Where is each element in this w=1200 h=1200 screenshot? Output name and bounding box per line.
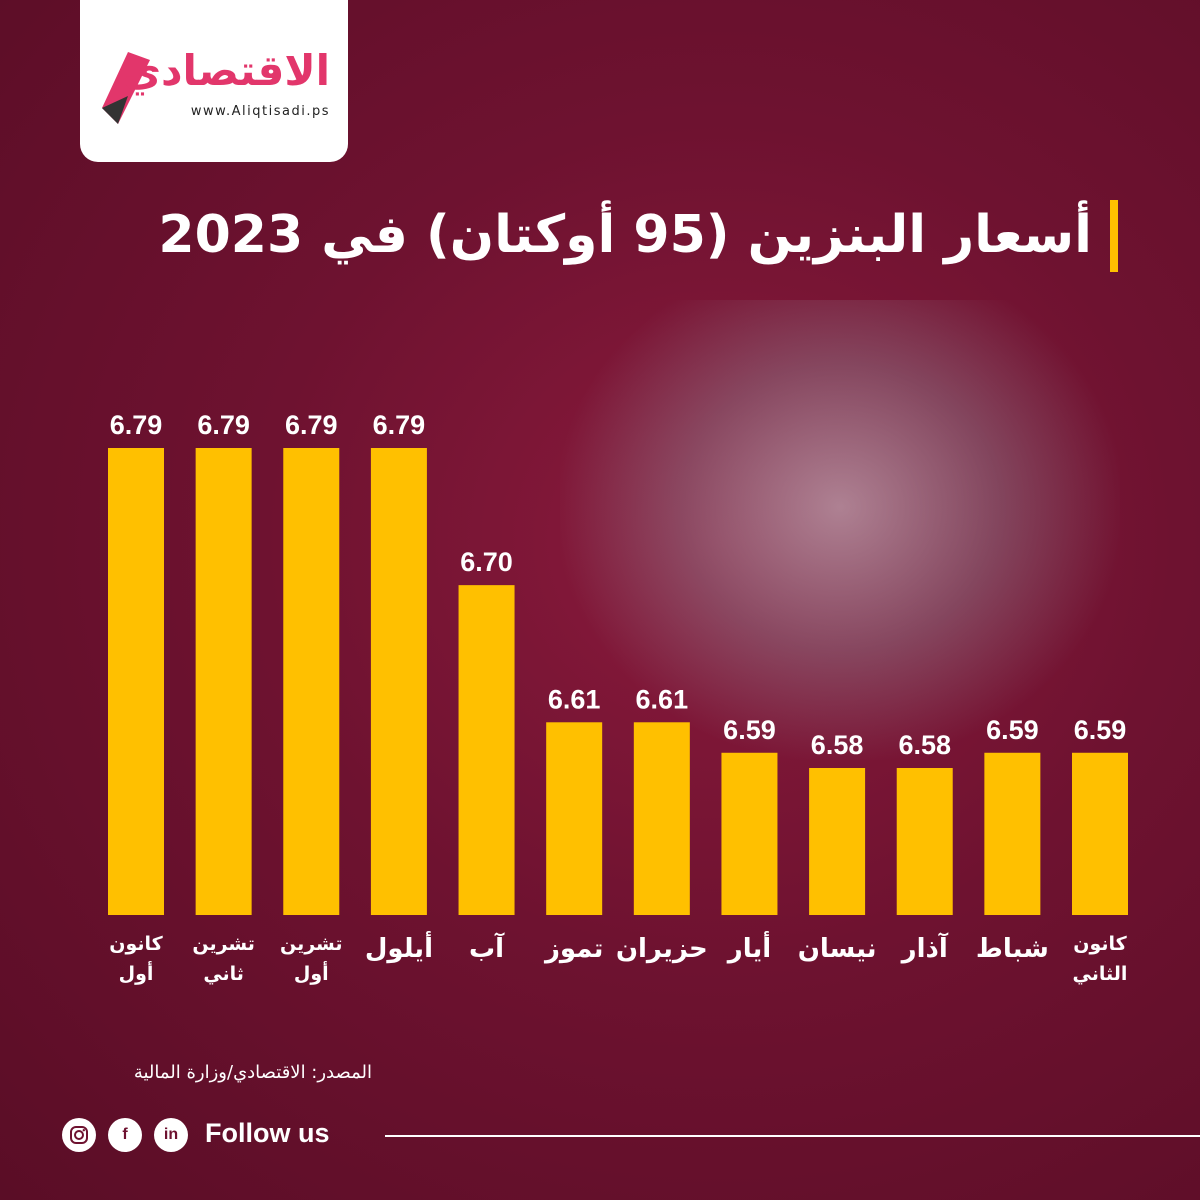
category-label: كانون: [109, 933, 163, 955]
value-label: 6.79: [373, 410, 426, 440]
category-label: أول: [119, 961, 154, 985]
value-label: 6.59: [986, 715, 1039, 745]
bar: [896, 768, 953, 915]
value-label: 6.79: [110, 410, 163, 440]
bar: [1072, 752, 1128, 915]
value-label: 6.79: [197, 410, 250, 440]
bar: [721, 752, 778, 915]
footer-divider: [385, 1135, 1200, 1137]
bar: [809, 768, 866, 915]
value-label: 6.61: [548, 684, 601, 714]
bar: [108, 448, 164, 915]
bar: [633, 722, 690, 915]
chart-title: أسعار البنزين (95 أوكتان) في 2023: [158, 205, 1092, 265]
value-label: 6.58: [811, 730, 864, 760]
bar: [458, 585, 515, 915]
logo-url: www.Aliqtisadi.ps: [190, 104, 330, 119]
category-label: كانون: [1073, 933, 1127, 955]
category-label: أيار: [726, 931, 771, 964]
category-label: ثاني: [203, 963, 244, 985]
category-label: نيسان: [798, 934, 877, 964]
category-label: آذار: [900, 932, 949, 964]
value-label: 6.70: [460, 547, 513, 577]
category-label: آب: [469, 932, 505, 964]
category-label: أول: [294, 961, 329, 985]
category-label: شباط: [976, 934, 1049, 964]
category-label: تشرين: [192, 933, 255, 955]
bar: [370, 448, 427, 915]
bar: [546, 722, 603, 915]
follow-us-label: Follow us: [205, 1118, 330, 1148]
facebook-icon[interactable]: f: [108, 1118, 142, 1152]
category-label: تموز: [543, 934, 603, 964]
linkedin-icon[interactable]: in: [154, 1118, 188, 1152]
instagram-icon[interactable]: [62, 1118, 96, 1152]
value-label: 6.59: [1074, 715, 1127, 745]
value-label: 6.79: [285, 410, 338, 440]
title-accent-bar: [1110, 200, 1118, 272]
logo-text: الاقتصادي: [122, 46, 330, 95]
bar: [195, 448, 252, 915]
value-label: 6.58: [898, 730, 951, 760]
social-icons: f in: [62, 1118, 188, 1152]
background-photo: [560, 300, 1120, 760]
bar: [984, 752, 1041, 915]
category-label: الثاني: [1073, 963, 1128, 985]
value-label: 6.59: [723, 715, 776, 745]
bar: [283, 448, 340, 915]
category-label: حزيران: [616, 934, 708, 964]
category-label: تشرين: [280, 933, 343, 955]
category-label: أيلول: [365, 931, 433, 964]
logo-mark-icon: [102, 52, 150, 124]
value-label: 6.61: [636, 684, 689, 714]
logo-card: الاقتصادي www.Aliqtisadi.ps: [80, 0, 348, 162]
source-note: المصدر: الاقتصادي/وزارة المالية: [133, 1062, 372, 1083]
